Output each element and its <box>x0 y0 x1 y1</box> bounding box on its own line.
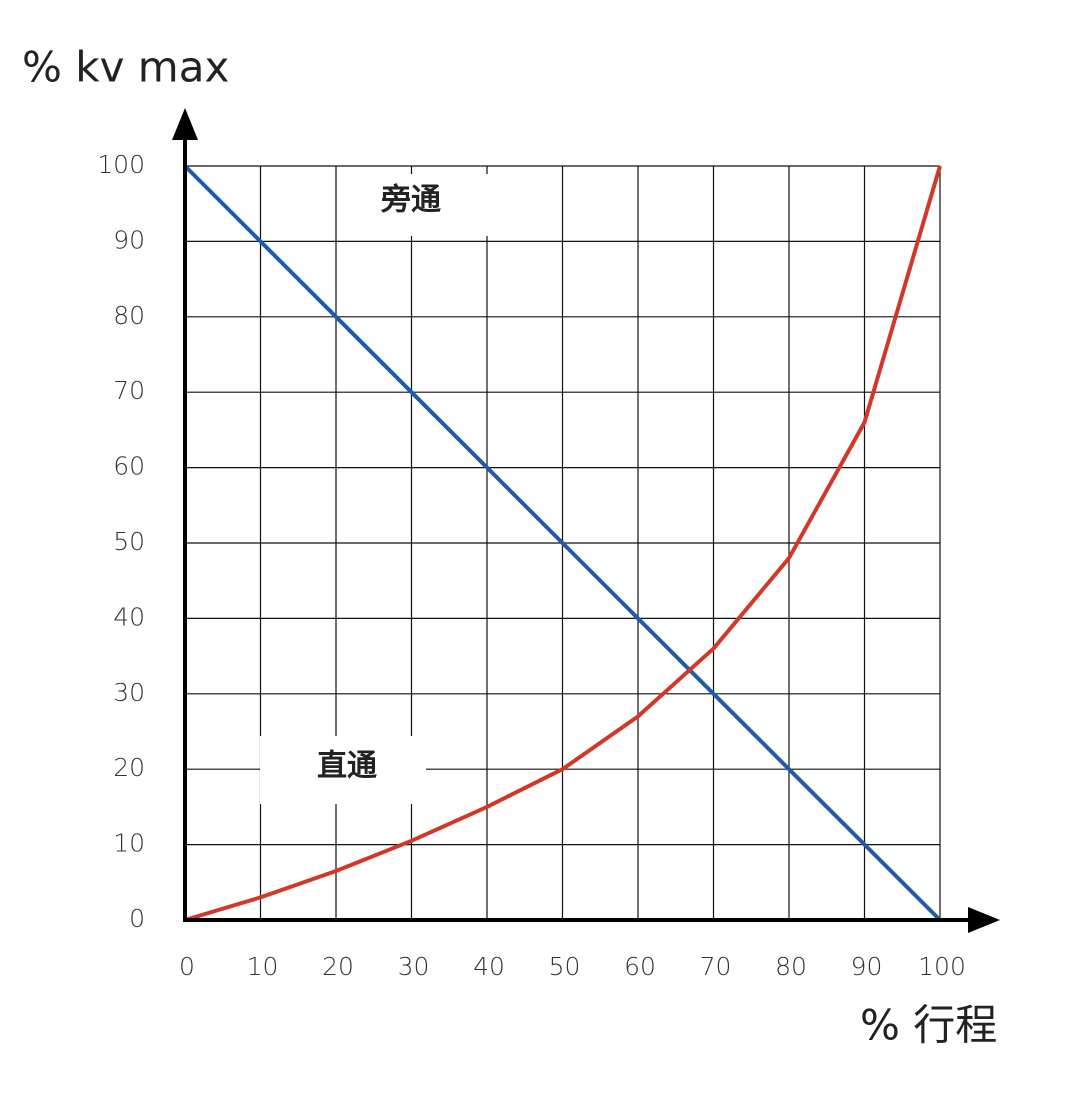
x-axis-arrow <box>968 907 1000 933</box>
y-tick-label: 50 <box>113 527 145 556</box>
y-tick-label: 90 <box>113 225 145 254</box>
x-tick-label: 0 <box>179 952 195 981</box>
y-axis-title: % kv max <box>22 43 229 92</box>
x-tick-label: 40 <box>473 952 505 981</box>
x-tick-label: 30 <box>398 952 430 981</box>
x-tick-label: 80 <box>775 952 807 981</box>
x-tick-label: 70 <box>700 952 732 981</box>
y-tick-label: 10 <box>113 829 145 858</box>
x-axis-title: % 行程 <box>860 1001 997 1050</box>
label-backdrop <box>340 174 530 236</box>
y-tick-label: 80 <box>113 301 145 330</box>
y-tick-label: 0 <box>129 904 145 933</box>
y-tick-label: 100 <box>97 150 145 179</box>
ticks: 0 10 20 30 40 50 60 70 80 90 100 0 10 20 30 40 50 60 70 80 9… <box>97 150 966 981</box>
y-tick-label: 40 <box>113 602 145 631</box>
y-tick-label: 70 <box>113 376 145 405</box>
y-axis-arrow <box>172 108 198 140</box>
series-line <box>184 165 942 922</box>
x-tick-label: 100 <box>918 952 966 981</box>
x-tick-label: 60 <box>624 952 656 981</box>
x-tick-label: 50 <box>549 952 581 981</box>
label-backdrop <box>260 736 426 804</box>
y-tick-label: 20 <box>113 753 145 782</box>
y-tick-label: 60 <box>113 452 145 481</box>
x-tick-label: 10 <box>247 952 279 981</box>
series-label: 旁通 <box>380 183 441 218</box>
x-tick-label: 90 <box>851 952 883 981</box>
series-label: 直通 <box>317 749 377 784</box>
y-tick-label: 30 <box>113 678 145 707</box>
plot <box>183 164 942 922</box>
series-line <box>183 164 942 922</box>
x-tick-label: 20 <box>322 952 354 981</box>
